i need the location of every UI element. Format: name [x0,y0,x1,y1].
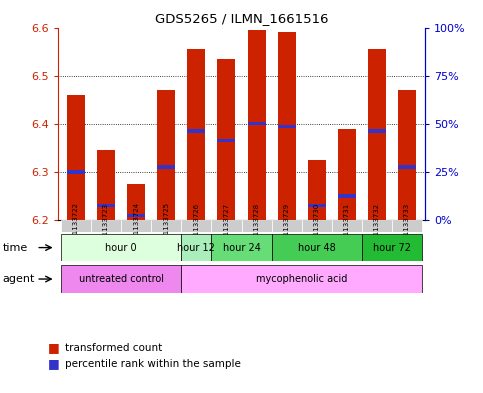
FancyBboxPatch shape [271,220,302,232]
Text: time: time [2,242,28,253]
Text: ■: ■ [48,341,60,354]
FancyBboxPatch shape [271,234,362,261]
Text: GSM1133731: GSM1133731 [344,202,350,250]
Text: GSM1133729: GSM1133729 [284,202,290,250]
FancyBboxPatch shape [212,234,271,261]
Bar [338,129,356,220]
Bar [157,165,175,169]
Bar [308,160,326,220]
Bar [187,129,205,133]
FancyBboxPatch shape [362,220,392,232]
FancyBboxPatch shape [91,220,121,232]
Bar [97,150,115,220]
Text: percentile rank within the sample: percentile rank within the sample [65,358,241,369]
Text: hour 12: hour 12 [177,242,215,253]
Bar [157,90,175,220]
FancyBboxPatch shape [121,220,151,232]
FancyBboxPatch shape [242,220,271,232]
FancyBboxPatch shape [362,234,422,261]
FancyBboxPatch shape [61,234,181,261]
Bar [398,90,416,220]
Bar [278,125,296,128]
FancyBboxPatch shape [392,220,422,232]
Text: GSM1133722: GSM1133722 [73,202,79,250]
FancyBboxPatch shape [302,220,332,232]
Bar [187,49,205,220]
Bar [217,59,236,220]
Bar [278,32,296,220]
Bar [368,129,386,133]
Text: hour 24: hour 24 [223,242,260,253]
FancyBboxPatch shape [181,234,212,261]
Text: hour 72: hour 72 [373,242,411,253]
Text: GSM1133723: GSM1133723 [103,202,109,250]
Text: GSM1133724: GSM1133724 [133,202,139,250]
Bar [67,170,85,174]
Text: GSM1133725: GSM1133725 [163,202,169,250]
Text: transformed count: transformed count [65,343,162,353]
Bar [127,184,145,220]
Bar [308,204,326,208]
Bar [247,30,266,220]
Bar [247,122,266,125]
Text: GSM1133730: GSM1133730 [314,202,320,250]
FancyBboxPatch shape [151,220,181,232]
Bar [368,49,386,220]
FancyBboxPatch shape [212,220,242,232]
Text: hour 48: hour 48 [298,242,336,253]
Text: untreated control: untreated control [79,274,164,284]
Bar [127,213,145,217]
Bar [398,165,416,169]
Text: GSM1133733: GSM1133733 [404,202,410,250]
Bar [67,95,85,220]
FancyBboxPatch shape [332,220,362,232]
Text: mycophenolic acid: mycophenolic acid [256,274,347,284]
FancyBboxPatch shape [181,265,422,293]
Title: GDS5265 / ILMN_1661516: GDS5265 / ILMN_1661516 [155,12,328,25]
Bar [97,204,115,208]
Text: ■: ■ [48,357,60,370]
Bar [217,139,236,142]
Text: agent: agent [2,274,35,284]
Text: GSM1133728: GSM1133728 [254,202,259,250]
FancyBboxPatch shape [61,265,181,293]
Text: hour 0: hour 0 [105,242,137,253]
FancyBboxPatch shape [181,220,212,232]
Text: GSM1133727: GSM1133727 [224,202,229,250]
FancyBboxPatch shape [61,220,91,232]
Bar [338,194,356,198]
Text: GSM1133726: GSM1133726 [193,202,199,250]
Text: GSM1133732: GSM1133732 [374,202,380,250]
